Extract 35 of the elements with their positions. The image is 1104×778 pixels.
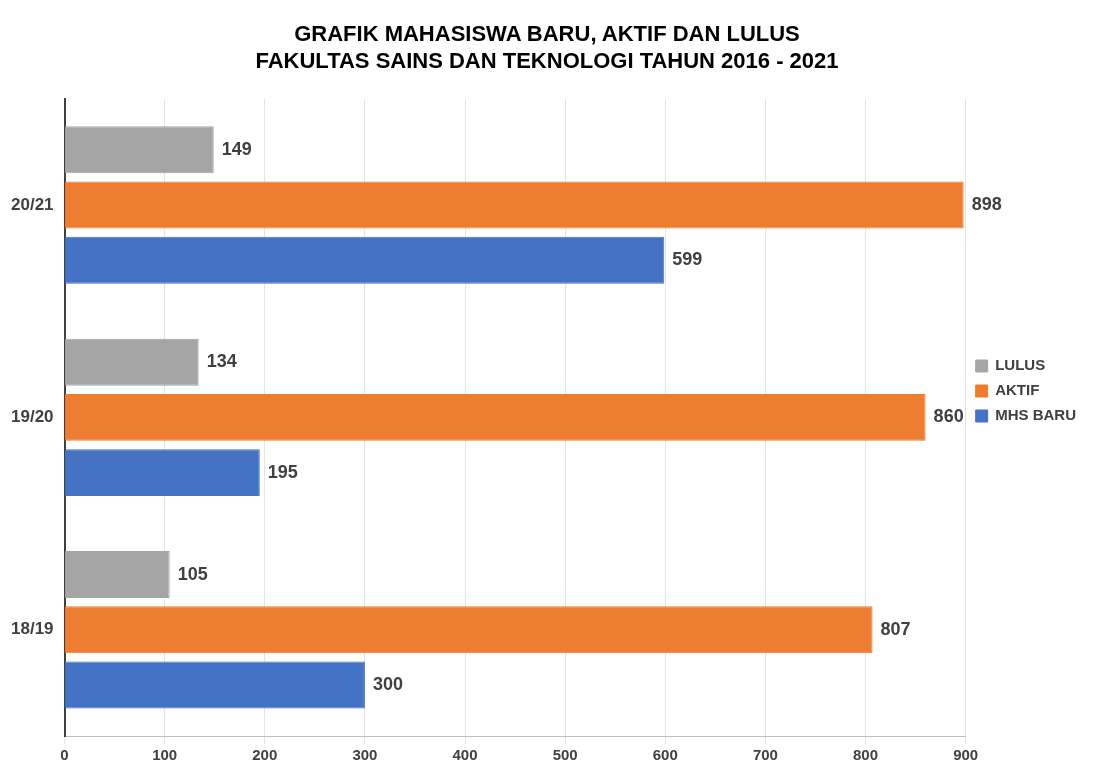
- data-label: 149: [221, 138, 252, 159]
- x-tick-label: 900: [953, 746, 979, 764]
- bar: [65, 181, 964, 229]
- x-tick-label: 0: [60, 746, 69, 764]
- x-tick-label: 500: [552, 746, 578, 764]
- data-label: 898: [971, 193, 1002, 214]
- y-tick-label: 19/20: [10, 407, 54, 427]
- data-label: 599: [672, 249, 703, 270]
- bar: [65, 236, 665, 284]
- x-tick-label: 600: [652, 746, 678, 764]
- bar: [65, 393, 926, 441]
- x-tick-label: 100: [152, 746, 178, 764]
- data-label: 105: [177, 563, 208, 584]
- data-label: 807: [880, 618, 911, 639]
- bar: [65, 449, 260, 497]
- y-tick-label: 18/19: [10, 619, 54, 639]
- legend-label: LULUS: [995, 356, 1046, 374]
- bar: [65, 606, 873, 654]
- bar: [65, 661, 365, 709]
- bar: [65, 551, 170, 599]
- x-tick-label: 700: [752, 746, 778, 764]
- y-tick-label: 20/21: [10, 194, 54, 214]
- data-label: 300: [372, 673, 403, 694]
- legend-label: MHS BARU: [995, 406, 1077, 424]
- data-label: 195: [267, 461, 298, 482]
- x-tick-label: 200: [252, 746, 278, 764]
- x-tick-label: 400: [452, 746, 478, 764]
- data-label: 860: [933, 406, 964, 427]
- x-tick-label: 800: [853, 746, 879, 764]
- x-tick-label: 300: [352, 746, 378, 764]
- chart-title: GRAFIK MAHASISWA BARU, AKTIF DAN LULUS FAKULTAS SAINS DAN TEKNOLOGI TAHUN 2016 - 2021: [255, 21, 839, 73]
- bar: [65, 338, 199, 386]
- legend-label: AKTIF: [995, 381, 1040, 399]
- bar: [65, 126, 214, 174]
- data-label: 134: [206, 351, 237, 372]
